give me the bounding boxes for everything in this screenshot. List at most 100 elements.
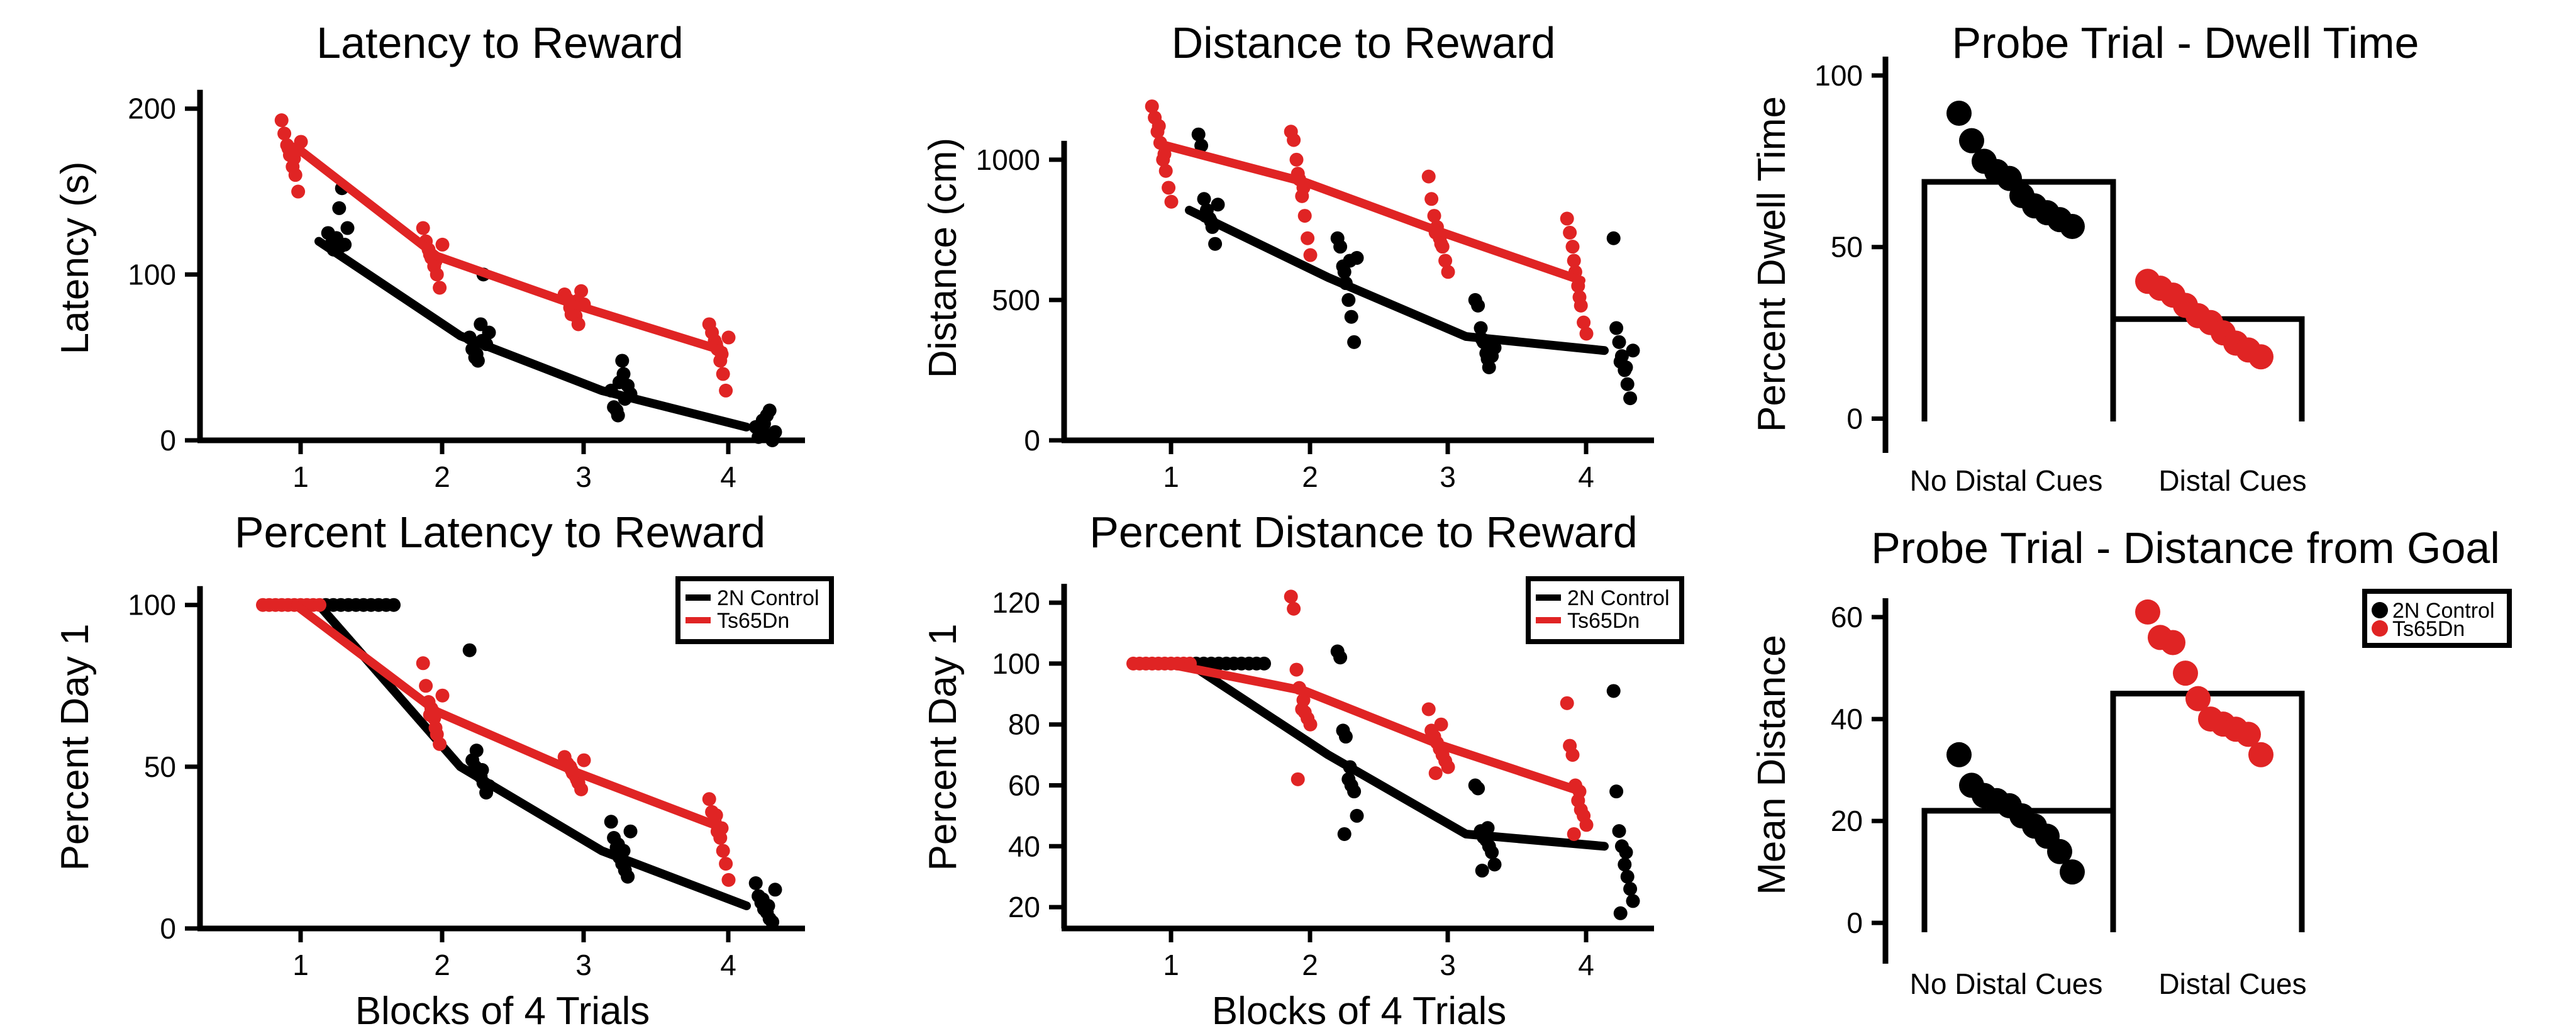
data-point: [719, 857, 733, 871]
data-point: [709, 808, 723, 822]
data-point: [1337, 827, 1352, 841]
data-point: [416, 221, 430, 235]
series-line: [314, 237, 751, 432]
data-point: [1194, 138, 1209, 153]
x-tick-label: 3: [575, 460, 592, 493]
data-point: [1471, 298, 1485, 313]
series-ts65dn: [274, 113, 736, 398]
x-axis-label: Blocks of 4 Trials: [355, 989, 650, 1031]
legend-label: 2N Control: [717, 586, 819, 610]
data-point: [2160, 630, 2185, 655]
x-tick-label: 2: [434, 949, 450, 981]
data-point: [1162, 181, 1176, 195]
data-point: [1619, 845, 1633, 859]
y-tick-label: 0: [160, 912, 176, 945]
data-point: [435, 237, 450, 252]
chart-title: Percent Distance to Reward: [1089, 508, 1638, 557]
data-point: [1164, 194, 1179, 209]
data-point: [416, 656, 430, 671]
data-point: [277, 126, 292, 141]
data-point: [1289, 662, 1304, 677]
data-point: [1618, 857, 1632, 872]
data-point: [1487, 340, 1502, 355]
legend-label: Ts65Dn: [1567, 609, 1640, 633]
x-tick-label: 2: [1302, 460, 1318, 493]
y-tick-label: 0: [1846, 402, 1863, 435]
data-point: [571, 317, 586, 332]
points-2n-control: [1946, 101, 2085, 239]
series-ts65dn: [256, 598, 736, 887]
data-point: [1577, 315, 1591, 330]
data-point: [387, 598, 401, 612]
y-tick-label: 80: [1008, 708, 1040, 741]
y-tick-label: 1000: [976, 143, 1040, 176]
data-point: [1291, 772, 1305, 786]
data-point: [765, 915, 780, 929]
y-tick-label: 500: [992, 284, 1040, 316]
data-point: [1471, 781, 1485, 796]
data-point: [1579, 818, 1594, 832]
y-axis-label: Percent Dwell Time: [1750, 96, 1794, 432]
y-tick-label: 40: [1831, 703, 1863, 735]
y-tick-label: 100: [1814, 59, 1863, 92]
x-axis-label: Blocks of 4 Trials: [1212, 989, 1507, 1031]
data-point: [419, 679, 433, 693]
data-point: [462, 643, 477, 657]
data-point: [1612, 824, 1626, 839]
bar: [1921, 179, 2116, 421]
legend-box: [1526, 576, 1684, 644]
legend-marker: [2372, 602, 2388, 618]
data-point: [1485, 845, 1499, 859]
category-label: No Distal Cues: [1910, 967, 2103, 1000]
data-point: [1158, 164, 1173, 178]
data-point: [1257, 656, 1271, 671]
data-point: [1487, 857, 1502, 872]
data-point: [1197, 192, 1211, 206]
data-point: [2173, 660, 2198, 686]
data-point: [1284, 589, 1298, 604]
data-point: [1946, 101, 1972, 126]
series-2n-control: [314, 181, 782, 447]
series-2n-control: [1185, 644, 1640, 920]
data-point: [616, 367, 631, 381]
x-tick-label: 1: [1163, 949, 1179, 981]
data-point: [748, 876, 763, 890]
data-point: [1287, 601, 1301, 616]
data-point: [1297, 209, 1312, 223]
x-tick-label: 2: [1302, 949, 1318, 981]
chart-title: Percent Latency to Reward: [235, 508, 765, 557]
data-point: [1620, 869, 1635, 884]
data-point: [1606, 231, 1621, 245]
data-point: [1428, 766, 1443, 781]
data-point: [1301, 231, 1315, 245]
y-axis-label: Percent Day 1: [53, 624, 97, 871]
data-point: [1609, 784, 1624, 799]
y-tick-label: 0: [160, 424, 176, 457]
y-tick-label: 20: [1008, 891, 1040, 923]
category-label: Distal Cues: [2158, 967, 2306, 1000]
data-point: [1434, 237, 1448, 251]
data-point: [1560, 211, 1574, 226]
data-point: [1303, 717, 1318, 732]
data-point: [768, 883, 782, 897]
y-tick-label: 120: [992, 586, 1040, 619]
bar: [1921, 808, 2116, 932]
chart-latency: Latency to Reward Latency (s) 0 100 200 1 2 3 4: [53, 18, 805, 493]
data-point: [1579, 326, 1594, 341]
data-point: [2135, 599, 2160, 625]
series-ts65dn: [1126, 589, 1594, 841]
data-point: [1296, 693, 1311, 707]
series-line: [1162, 141, 1585, 285]
y-tick-label: 60: [1831, 601, 1863, 633]
series-ts65dn: [1145, 99, 1594, 341]
x-tick-label: 4: [1578, 460, 1594, 493]
data-point: [2248, 344, 2273, 370]
x-tick-label: 1: [292, 460, 309, 493]
data-point: [716, 367, 730, 381]
data-point: [1337, 265, 1352, 279]
data-point: [430, 267, 444, 282]
data-point: [1344, 309, 1358, 324]
x-tick-label: 3: [575, 949, 592, 981]
data-point: [1606, 684, 1621, 698]
